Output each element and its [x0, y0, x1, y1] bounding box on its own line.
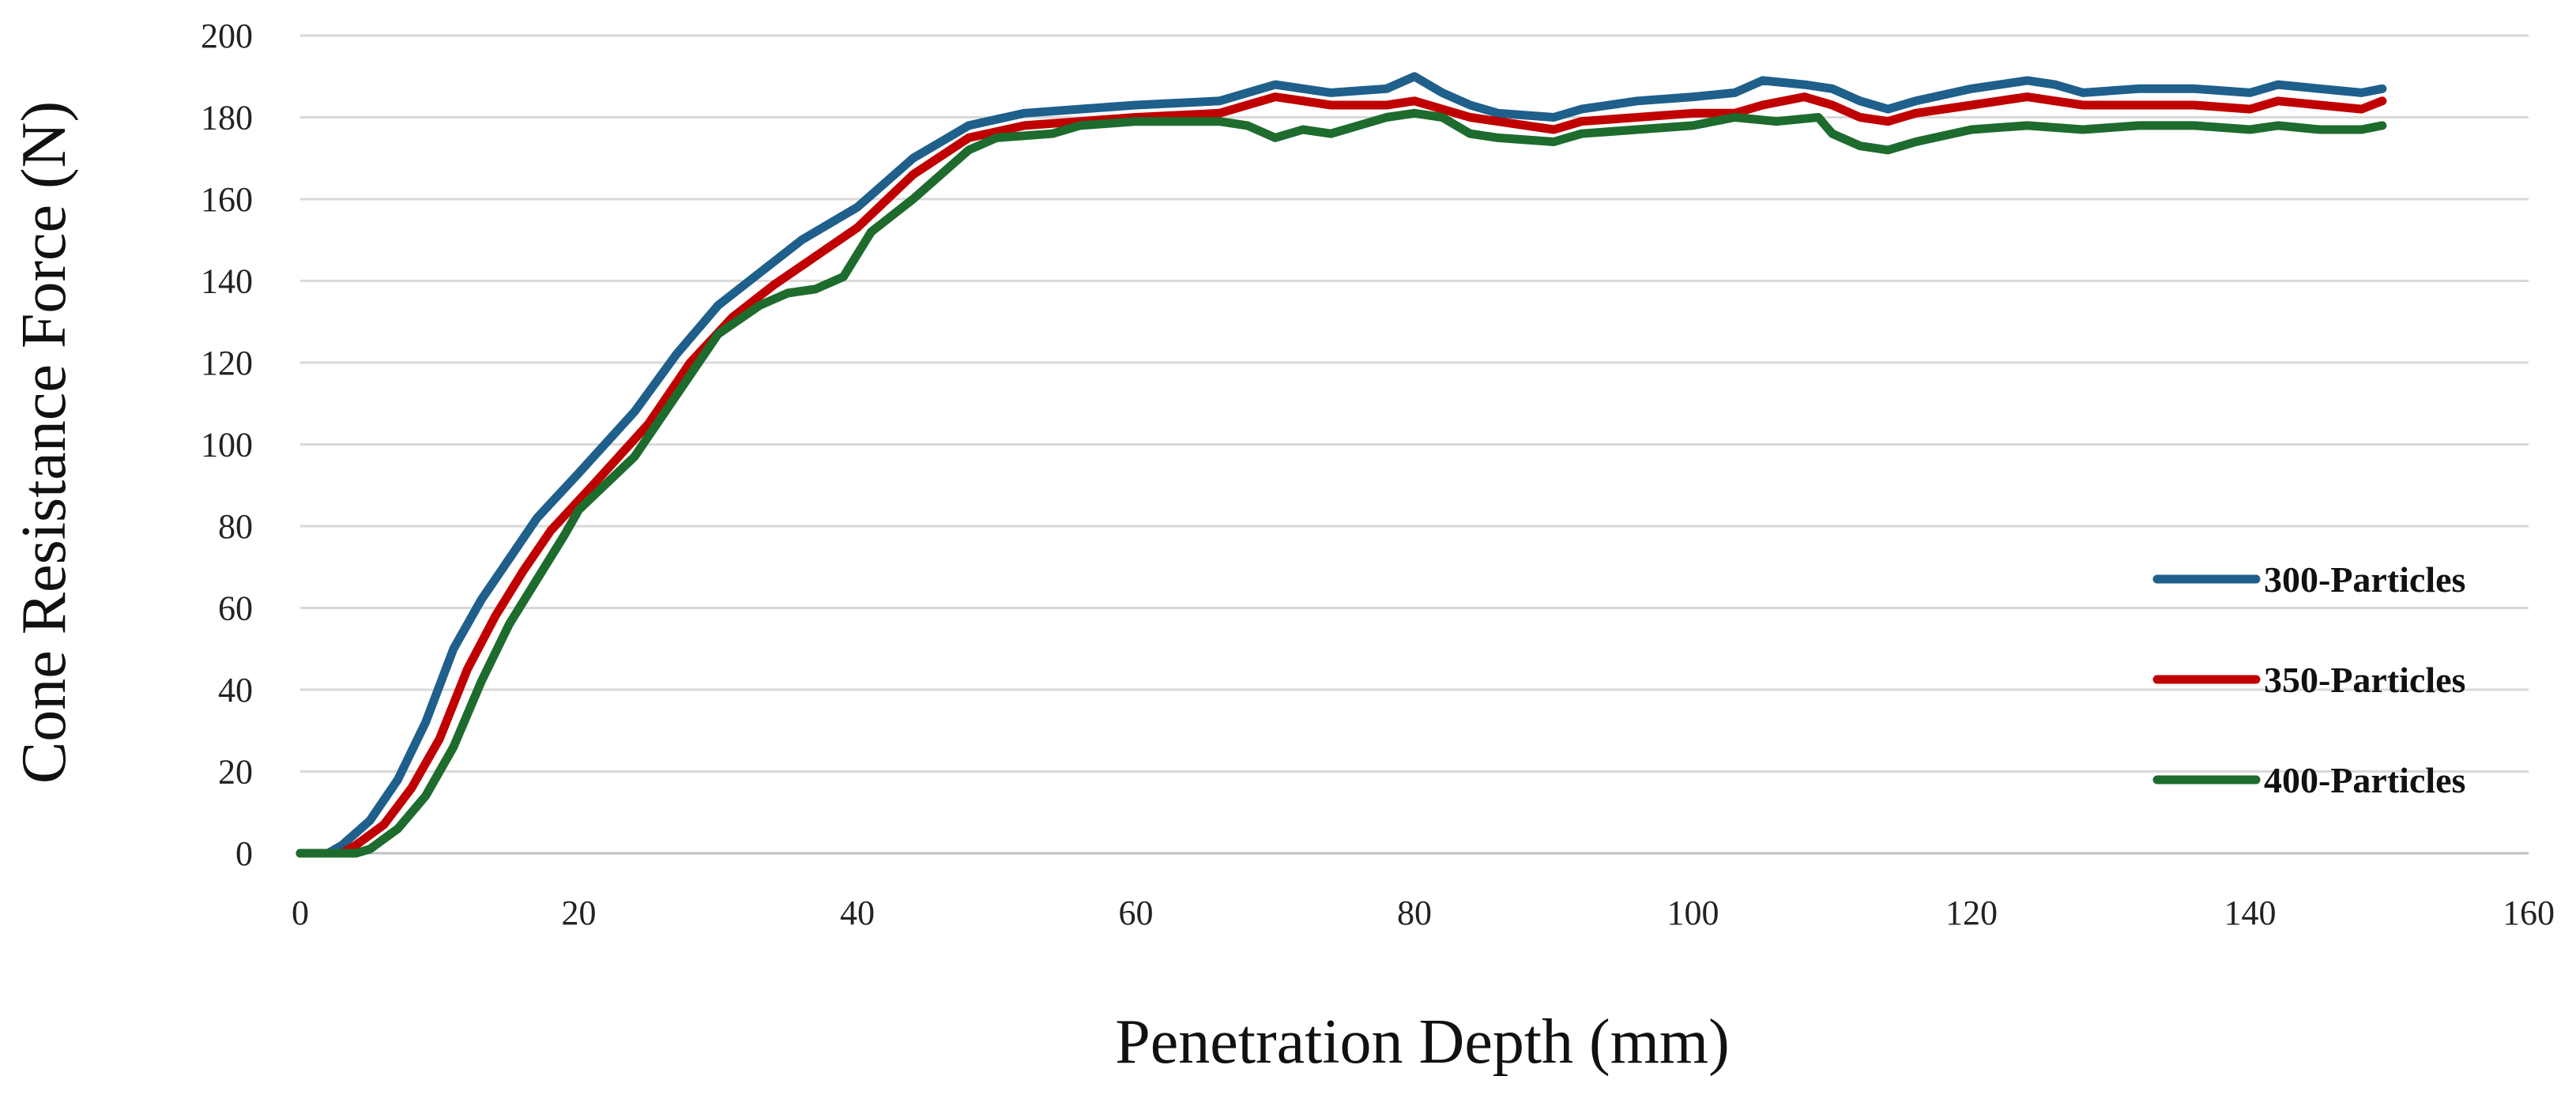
x-tick-label-0: 0 — [292, 894, 309, 932]
series-lines — [296, 72, 2387, 858]
legend-label-300-Particles: 300-Particles — [2264, 559, 2465, 600]
legend: 300-Particles 350-Particles 400-Particles — [2152, 559, 2465, 800]
x-axis-title: Penetration Depth (mm) — [1115, 1007, 1730, 1077]
y-tick-label-80: 80 — [218, 507, 253, 546]
y-tick-label-0: 0 — [235, 834, 253, 873]
x-tick-label-100: 100 — [1667, 894, 1719, 932]
y-tick-label-60: 60 — [218, 589, 253, 628]
gridlines — [300, 34, 2529, 773]
x-tick-label-60: 60 — [1119, 894, 1154, 932]
y-tick-labels: 0 20 40 60 80 100 120 140 160 180 200 — [201, 17, 253, 873]
x-tick-label-80: 80 — [1397, 894, 1432, 932]
x-tick-label-40: 40 — [840, 894, 875, 932]
legend-label-400-Particles: 400-Particles — [2264, 760, 2465, 800]
x-tick-label-120: 120 — [1945, 894, 1998, 932]
y-tick-label-20: 20 — [218, 753, 253, 792]
legend-label-350-Particles: 350-Particles — [2264, 660, 2465, 700]
y-tick-label-40: 40 — [218, 671, 253, 709]
y-tick-label-200: 200 — [201, 17, 253, 55]
series-line-300-Particles — [296, 72, 2387, 858]
y-axis-title: Cone Resistance Force (N) — [9, 101, 79, 784]
x-tick-label-140: 140 — [2224, 894, 2277, 932]
y-tick-label-180: 180 — [201, 99, 253, 137]
x-tick-labels: 0 20 40 60 80 100 120 140 160 — [292, 894, 2555, 932]
y-tick-label-100: 100 — [201, 426, 253, 465]
series-line-400-Particles — [296, 108, 2387, 858]
y-tick-label-160: 160 — [201, 180, 253, 219]
y-tick-label-140: 140 — [201, 262, 253, 301]
x-tick-label-160: 160 — [2503, 894, 2555, 932]
series-line-350-Particles — [296, 92, 2387, 858]
y-tick-label-120: 120 — [201, 344, 253, 382]
x-tick-label-20: 20 — [562, 894, 597, 932]
